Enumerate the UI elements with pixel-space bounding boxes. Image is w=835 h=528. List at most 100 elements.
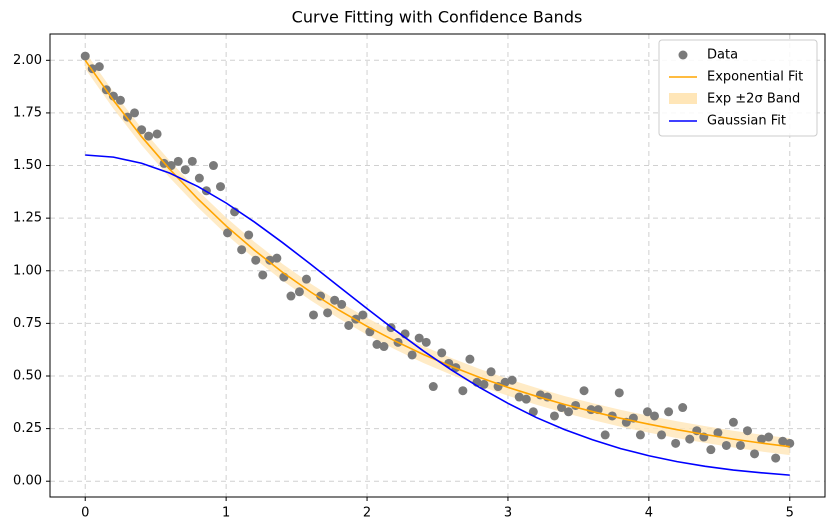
- data-point: [379, 342, 389, 352]
- y-tick-label: 1.50: [13, 158, 42, 173]
- data-point: [330, 295, 340, 305]
- data-point: [337, 299, 347, 309]
- chart-title: Curve Fitting with Confidence Bands: [292, 8, 583, 27]
- data-point: [208, 161, 218, 171]
- data-point: [579, 386, 589, 396]
- x-tick-label: 2: [363, 506, 371, 521]
- data-point: [294, 287, 304, 297]
- y-tick-label: 2.00: [13, 53, 42, 68]
- legend-label: Exp ±2σ Band: [707, 92, 800, 107]
- data-point: [564, 407, 574, 417]
- data-point: [685, 434, 695, 444]
- y-tick-label: 0.25: [13, 421, 42, 436]
- plot-layer: [80, 51, 795, 476]
- data-point: [635, 430, 645, 440]
- data-point: [173, 156, 183, 166]
- data-point: [557, 403, 566, 413]
- y-tick-label: 1.75: [13, 105, 42, 120]
- legend-swatch: [678, 50, 688, 60]
- data-point: [671, 438, 681, 448]
- legend-swatch: [669, 93, 697, 104]
- legend: Data Exponential Fit Exp ±2σ Band Gaussian …: [658, 39, 818, 137]
- data-point: [664, 407, 674, 417]
- x-tick-label: 0: [81, 506, 89, 521]
- data-point: [323, 308, 333, 318]
- x-tick-label: 5: [786, 506, 794, 521]
- data-point: [549, 411, 559, 421]
- data-point: [479, 379, 489, 389]
- data-point: [180, 165, 190, 175]
- legend-label: Gaussian Fit: [707, 114, 786, 129]
- data-point: [251, 255, 261, 265]
- data-point: [94, 62, 104, 72]
- data-point: [286, 291, 296, 301]
- data-point: [344, 320, 354, 330]
- data-point: [507, 375, 517, 385]
- data-point: [465, 354, 475, 364]
- data-point: [437, 348, 447, 358]
- data-point: [743, 426, 752, 436]
- legend-box: [658, 39, 818, 137]
- y-tick-label: 0.00: [13, 474, 42, 489]
- data-point: [778, 436, 788, 446]
- data-point: [80, 51, 90, 61]
- y-tick-label: 1.00: [13, 263, 42, 278]
- plot-frame: [49, 33, 826, 498]
- data-point: [309, 310, 318, 320]
- data-point: [514, 392, 524, 402]
- data-point: [187, 156, 197, 166]
- data-point: [528, 407, 538, 417]
- data-point: [728, 417, 738, 427]
- data-point: [358, 310, 368, 320]
- data-point: [650, 411, 659, 421]
- data-point: [407, 350, 417, 360]
- data-point: [486, 367, 496, 377]
- data-point: [713, 428, 723, 438]
- data-point: [771, 453, 781, 463]
- data-point: [757, 434, 767, 444]
- data-point: [244, 230, 254, 240]
- data-point: [258, 270, 268, 280]
- data-point: [301, 274, 311, 284]
- data-point: [272, 253, 282, 263]
- data-point: [614, 388, 624, 398]
- data-point: [115, 95, 125, 105]
- data-point: [372, 339, 382, 349]
- data-point: [414, 333, 424, 343]
- y-tick-label: 0.75: [13, 316, 42, 331]
- data-point: [500, 377, 510, 387]
- grid-layer: 0 1 2 3 4 5 0.00 0.25 0.50 0.75 1.00 1.25 1.50 1.75 2.…: [13, 34, 825, 521]
- data-point: [152, 129, 162, 139]
- data-point: [421, 337, 431, 347]
- data-point: [678, 403, 688, 413]
- data-point: [265, 255, 275, 265]
- data-point: [458, 386, 468, 396]
- x-tick-label: 1: [222, 506, 230, 521]
- data-point: [600, 430, 610, 440]
- data-point: [721, 440, 731, 450]
- legend-label: Exponential Fit: [707, 70, 803, 85]
- x-tick-label: 3: [504, 506, 512, 521]
- data-point: [785, 438, 795, 448]
- data-point: [706, 445, 716, 455]
- data-point: [657, 430, 667, 440]
- data-point: [216, 182, 225, 192]
- data-point: [764, 432, 774, 442]
- data-point: [750, 449, 760, 459]
- y-tick-label: 1.25: [13, 211, 42, 226]
- data-point: [137, 125, 147, 135]
- data-point: [316, 291, 326, 301]
- x-tick-label: 4: [645, 506, 653, 521]
- data-point: [428, 382, 438, 392]
- data-point: [521, 394, 531, 404]
- data-point: [642, 407, 652, 417]
- data-point: [735, 440, 745, 450]
- data-point: [194, 173, 204, 183]
- y-tick-label: 0.50: [13, 368, 42, 383]
- data-point: [223, 228, 233, 238]
- legend-label: Data: [707, 48, 738, 63]
- fit-line: [85, 154, 790, 476]
- data-point: [237, 245, 247, 255]
- data-point: [144, 131, 154, 141]
